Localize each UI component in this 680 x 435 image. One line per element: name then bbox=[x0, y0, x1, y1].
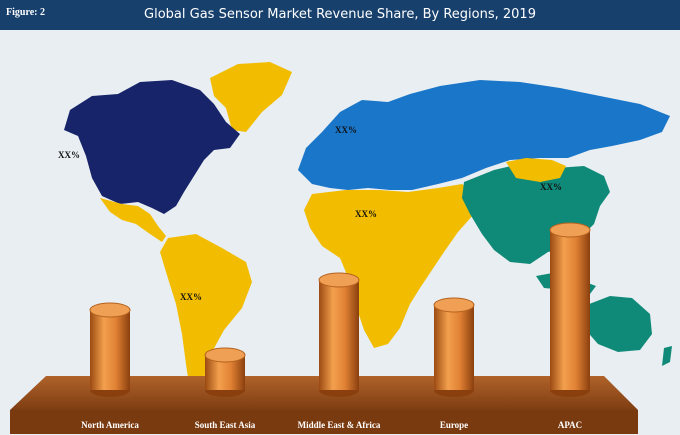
bar-body-apac bbox=[550, 230, 590, 390]
bar-south-east-asia bbox=[204, 347, 246, 397]
category-label-south-east-asia: South East Asia bbox=[195, 420, 256, 430]
map-labels: XX% XX% XX% XX% XX% bbox=[58, 125, 562, 302]
platform-front bbox=[10, 410, 638, 434]
bar-top-apac bbox=[549, 222, 591, 238]
north-america-shape bbox=[64, 80, 240, 214]
australia-shape bbox=[584, 296, 652, 352]
bar-north-america bbox=[89, 302, 131, 397]
mongolia-shape bbox=[506, 158, 566, 182]
bar-body-europe bbox=[434, 305, 474, 390]
africa-middle-east-shape bbox=[304, 184, 478, 348]
europe-russia-shape bbox=[298, 80, 670, 190]
chart-title: Global Gas Sensor Market Revenue Share, … bbox=[144, 7, 536, 22]
map-label-apac: XX% bbox=[540, 182, 562, 192]
bar-top-north-america bbox=[89, 302, 131, 318]
greenland-shape bbox=[210, 62, 292, 132]
bar-top-south-east-asia bbox=[204, 347, 246, 363]
bar-top-middle-east-africa bbox=[318, 272, 360, 288]
bar-apac bbox=[549, 222, 591, 397]
new-zealand-shape bbox=[662, 346, 672, 366]
category-label-apac: APAC bbox=[558, 420, 582, 430]
bar-group bbox=[89, 222, 591, 397]
map-label-europe: XX% bbox=[335, 125, 357, 135]
bar-top-europe bbox=[433, 297, 475, 313]
bar-europe bbox=[433, 297, 475, 397]
map-label-south-america: XX% bbox=[180, 292, 202, 302]
category-labels: North America South East Asia Middle East … bbox=[81, 420, 582, 430]
header-bar bbox=[0, 0, 680, 30]
south-america-shape bbox=[160, 234, 252, 396]
category-label-middle-east-africa: Middle East & Africa bbox=[298, 420, 381, 430]
bar-body-north-america bbox=[90, 310, 130, 390]
bar-body-middle-east-africa bbox=[319, 280, 359, 390]
map-label-north-america: XX% bbox=[58, 150, 80, 160]
category-label-north-america: North America bbox=[81, 420, 139, 430]
central-america-shape bbox=[100, 198, 166, 242]
figure-label: Figure: 2 bbox=[6, 7, 45, 18]
bar-middle-east-africa bbox=[318, 272, 360, 397]
map-label-middle-east-africa: XX% bbox=[355, 209, 377, 219]
category-label-europe: Europe bbox=[440, 420, 468, 430]
